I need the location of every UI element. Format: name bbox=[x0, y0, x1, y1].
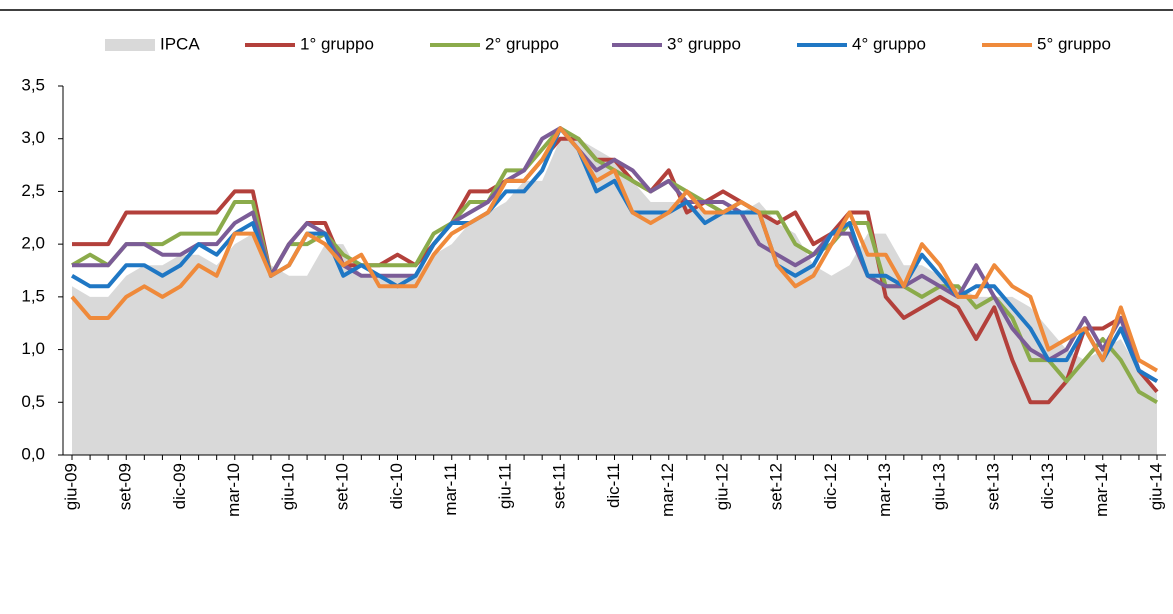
legend-label: 5° gruppo bbox=[1037, 34, 1111, 53]
x-tick-label: set-10 bbox=[333, 463, 352, 510]
line bbox=[70, 126, 1159, 383]
x-tick-label: mar-14 bbox=[1092, 463, 1111, 517]
x-tick-label: mar-10 bbox=[224, 463, 243, 517]
y-tick-label: 2,5 bbox=[21, 181, 45, 200]
x-tick-label: mar-13 bbox=[875, 463, 894, 517]
x-tick-label: giu-14 bbox=[1146, 463, 1165, 510]
area bbox=[72, 138, 1157, 455]
y-tick-label: 0,5 bbox=[21, 392, 45, 411]
x-tick-label: set-13 bbox=[984, 463, 1003, 510]
y-tick-label: 1,5 bbox=[21, 286, 45, 305]
legend-label: 1° gruppo bbox=[300, 34, 374, 53]
line bbox=[72, 126, 1159, 383]
x-tick-label: dic-10 bbox=[387, 463, 406, 509]
legend-label: 4° gruppo bbox=[852, 34, 926, 53]
legend-label: 3° gruppo bbox=[667, 34, 741, 53]
x-tick-label: giu-10 bbox=[278, 463, 297, 510]
x-tick-label: dic-12 bbox=[821, 463, 840, 509]
x-tick-label: dic-09 bbox=[170, 463, 189, 509]
legend-swatch bbox=[105, 39, 155, 51]
x-tick-label: mar-12 bbox=[658, 463, 677, 517]
x-tick-label: set-09 bbox=[116, 463, 135, 510]
y-tick-label: 3,0 bbox=[21, 128, 45, 147]
legend-label: IPCA bbox=[160, 34, 200, 53]
y-tick-label: 2,0 bbox=[21, 234, 45, 253]
x-tick-label: set-12 bbox=[767, 463, 786, 510]
x-tick-label: giu-09 bbox=[61, 463, 80, 510]
x-tick-label: mar-11 bbox=[441, 463, 460, 516]
x-tick-label: dic-11 bbox=[604, 463, 623, 508]
x-tick-label: set-11 bbox=[550, 463, 569, 509]
y-tick-label: 1,0 bbox=[21, 339, 45, 358]
x-tick-label: giu-11 bbox=[495, 463, 514, 509]
x-tick-label: giu-12 bbox=[712, 463, 731, 510]
y-tick-label: 3,5 bbox=[21, 75, 45, 94]
x-tick-label: giu-13 bbox=[929, 463, 948, 510]
y-tick-label: 0,0 bbox=[21, 444, 45, 463]
line bbox=[70, 126, 1159, 373]
x-tick-label: dic-13 bbox=[1038, 463, 1057, 509]
legend-label: 2° gruppo bbox=[485, 34, 559, 53]
